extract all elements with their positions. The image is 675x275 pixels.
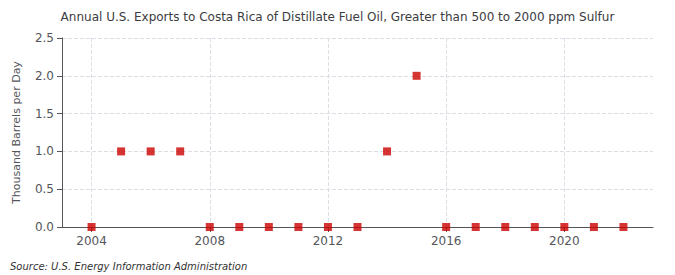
svg-text:1.5: 1.5 (35, 107, 54, 121)
svg-text:Source: U.S. Energy Informatio: Source: U.S. Energy Information Administ… (10, 261, 247, 272)
svg-text:1.0: 1.0 (35, 144, 54, 158)
svg-text:2.5: 2.5 (35, 31, 54, 45)
svg-text:2020: 2020 (549, 234, 580, 248)
svg-text:0.0: 0.0 (35, 220, 54, 234)
svg-text:2012: 2012 (313, 234, 344, 248)
svg-text:2008: 2008 (194, 234, 225, 248)
svg-text:Thousand Barrels per Day: Thousand Barrels per Day (10, 61, 23, 205)
svg-text:0.5: 0.5 (35, 182, 54, 196)
svg-text:2.0: 2.0 (35, 69, 54, 83)
svg-text:2016: 2016 (431, 234, 462, 248)
svg-text:Annual U.S. Exports to Costa R: Annual U.S. Exports to Costa Rica of Dis… (61, 10, 615, 24)
svg-text:2004: 2004 (76, 234, 107, 248)
